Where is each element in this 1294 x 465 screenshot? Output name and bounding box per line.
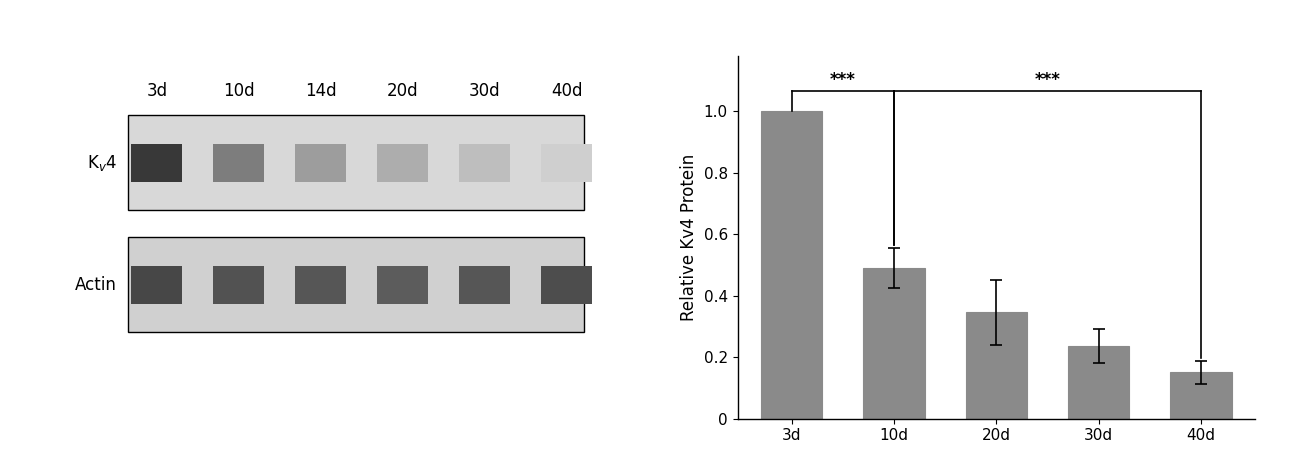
Bar (214, 266, 264, 304)
Bar (541, 144, 593, 182)
Bar (459, 144, 510, 182)
Bar (128, 237, 584, 332)
Text: 10d: 10d (223, 82, 255, 100)
Text: 30d: 30d (468, 82, 501, 100)
Text: 20d: 20d (387, 82, 418, 100)
Bar (1170, 372, 1232, 418)
Y-axis label: Relative Kv4 Protein: Relative Kv4 Protein (681, 153, 697, 321)
Bar (128, 115, 584, 211)
Bar (761, 111, 823, 418)
Bar (295, 266, 347, 304)
Bar (295, 144, 347, 182)
Text: 40d: 40d (551, 82, 582, 100)
Bar (377, 144, 428, 182)
Text: K$_v$4: K$_v$4 (87, 153, 116, 173)
Bar (377, 266, 428, 304)
Bar (459, 266, 510, 304)
Text: ***: *** (829, 71, 855, 89)
Bar (863, 268, 925, 418)
Bar (541, 266, 593, 304)
Text: 14d: 14d (305, 82, 336, 100)
Text: Actin: Actin (75, 276, 116, 294)
Bar (1068, 346, 1130, 418)
Text: 3d: 3d (146, 82, 167, 100)
Bar (131, 266, 182, 304)
Bar (965, 312, 1027, 418)
Text: ***: *** (1035, 71, 1061, 89)
Bar (131, 144, 182, 182)
Bar (214, 144, 264, 182)
